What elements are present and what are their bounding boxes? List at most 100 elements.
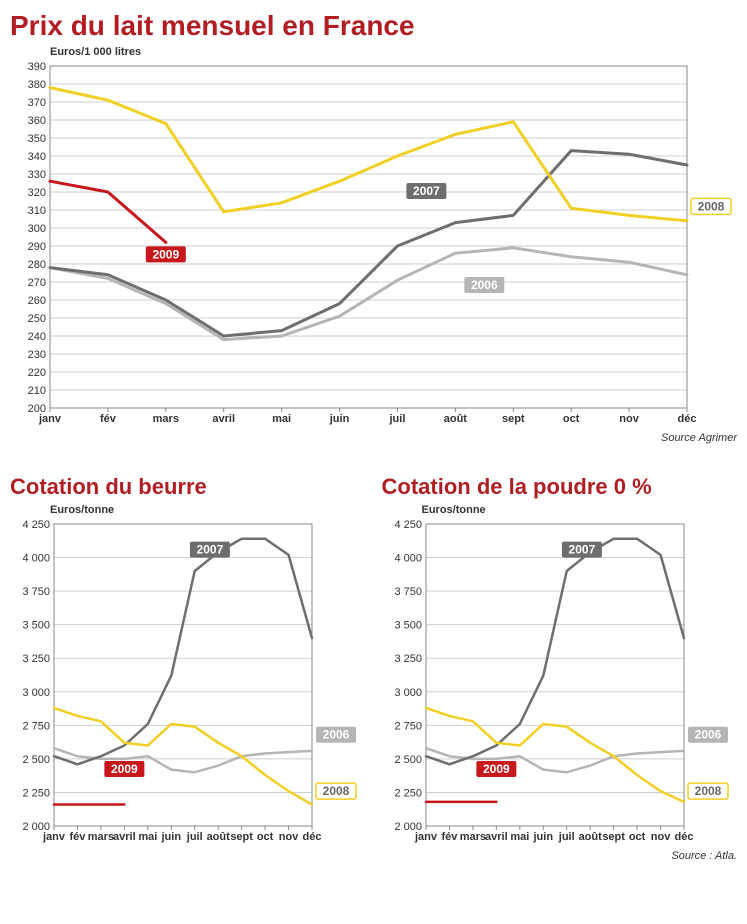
svg-text:2 750: 2 750 — [22, 720, 50, 732]
svg-text:2 750: 2 750 — [394, 720, 422, 732]
svg-text:mars: mars — [153, 413, 179, 425]
svg-text:sept: sept — [230, 831, 253, 843]
chart3-source: Source : Atla. — [382, 850, 738, 862]
chart3-ylabel: Euros/tonne — [422, 504, 738, 516]
svg-text:4 250: 4 250 — [394, 519, 422, 531]
chart2-title: Cotation du beurre — [10, 474, 366, 500]
chart3-svg: 2 0002 2502 5002 7503 0003 2503 5003 750… — [382, 518, 730, 848]
svg-text:août: août — [578, 831, 602, 843]
chart2-ylabel: Euros/tonne — [50, 504, 366, 516]
chart1-wrap: Euros/1 000 litres 200210220230240250260… — [10, 46, 737, 444]
svg-text:juin: juin — [160, 831, 181, 843]
svg-text:310: 310 — [28, 205, 46, 217]
svg-text:2006: 2006 — [471, 278, 498, 292]
svg-text:nov: nov — [279, 831, 299, 843]
svg-text:2008: 2008 — [694, 784, 721, 798]
svg-text:juil: juil — [557, 831, 574, 843]
svg-text:3 750: 3 750 — [394, 586, 422, 598]
svg-text:2006: 2006 — [694, 728, 721, 742]
svg-text:250: 250 — [28, 313, 46, 325]
svg-text:320: 320 — [28, 187, 46, 199]
svg-text:mars: mars — [88, 831, 114, 843]
svg-text:avril: avril — [485, 831, 508, 843]
svg-text:240: 240 — [28, 331, 46, 343]
svg-text:4 000: 4 000 — [394, 553, 422, 565]
chart3-col: Cotation de la poudre 0 % Euros/tonne 2 … — [382, 474, 738, 862]
svg-text:330: 330 — [28, 169, 46, 181]
svg-text:avril: avril — [212, 413, 235, 425]
svg-text:3 250: 3 250 — [394, 653, 422, 665]
svg-text:fév: fév — [441, 831, 458, 843]
svg-text:3 500: 3 500 — [394, 620, 422, 632]
chart3-title: Cotation de la poudre 0 % — [382, 474, 738, 500]
svg-text:oct: oct — [628, 831, 645, 843]
svg-text:nov: nov — [650, 831, 670, 843]
svg-text:fév: fév — [100, 413, 117, 425]
svg-text:360: 360 — [28, 115, 46, 127]
svg-text:230: 230 — [28, 349, 46, 361]
svg-text:janv: janv — [42, 831, 66, 843]
svg-text:nov: nov — [619, 413, 639, 425]
svg-text:2008: 2008 — [698, 199, 725, 213]
svg-text:4 250: 4 250 — [22, 519, 50, 531]
svg-text:avril: avril — [113, 831, 136, 843]
svg-text:oct: oct — [563, 413, 580, 425]
svg-text:3 500: 3 500 — [22, 620, 50, 632]
svg-text:juil: juil — [389, 413, 406, 425]
svg-text:déc: déc — [678, 413, 697, 425]
svg-text:2006: 2006 — [323, 728, 350, 742]
svg-text:déc: déc — [303, 831, 322, 843]
svg-text:2009: 2009 — [483, 762, 510, 776]
svg-text:210: 210 — [28, 385, 46, 397]
svg-text:2 500: 2 500 — [22, 754, 50, 766]
svg-text:2008: 2008 — [323, 784, 350, 798]
svg-text:2 500: 2 500 — [394, 754, 422, 766]
svg-text:sept: sept — [602, 831, 625, 843]
svg-text:390: 390 — [28, 61, 46, 73]
svg-text:2009: 2009 — [152, 247, 179, 261]
svg-text:août: août — [207, 831, 231, 843]
svg-text:2 250: 2 250 — [22, 787, 50, 799]
svg-text:350: 350 — [28, 133, 46, 145]
svg-text:mai: mai — [272, 413, 291, 425]
svg-text:août: août — [444, 413, 468, 425]
svg-text:300: 300 — [28, 223, 46, 235]
svg-text:juin: juin — [532, 831, 553, 843]
svg-text:260: 260 — [28, 295, 46, 307]
svg-text:juin: juin — [329, 413, 350, 425]
svg-text:3 250: 3 250 — [22, 653, 50, 665]
chart2-col: Cotation du beurre Euros/tonne 2 0002 25… — [10, 474, 366, 862]
chart1-svg: 2002102202302402502602702802903003103203… — [10, 60, 737, 430]
chart1-title: Prix du lait mensuel en France — [10, 10, 737, 42]
svg-text:3 750: 3 750 — [22, 586, 50, 598]
svg-text:380: 380 — [28, 79, 46, 91]
svg-text:4 000: 4 000 — [22, 553, 50, 565]
svg-text:oct: oct — [257, 831, 274, 843]
chart2-svg: 2 0002 2502 5002 7503 0003 2503 5003 750… — [10, 518, 358, 848]
svg-text:2 250: 2 250 — [394, 787, 422, 799]
svg-text:370: 370 — [28, 97, 46, 109]
row2: Cotation du beurre Euros/tonne 2 0002 25… — [10, 474, 737, 862]
svg-text:sept: sept — [502, 413, 525, 425]
svg-text:fév: fév — [70, 831, 87, 843]
svg-text:2007: 2007 — [197, 543, 224, 557]
svg-text:270: 270 — [28, 277, 46, 289]
svg-text:mars: mars — [459, 831, 485, 843]
svg-text:3 000: 3 000 — [22, 687, 50, 699]
svg-text:2007: 2007 — [568, 543, 595, 557]
chart1-source: Source Agrimer — [10, 432, 737, 444]
svg-text:280: 280 — [28, 259, 46, 271]
svg-text:mai: mai — [138, 831, 157, 843]
svg-text:janv: janv — [38, 413, 62, 425]
svg-text:mai: mai — [510, 831, 529, 843]
svg-text:340: 340 — [28, 151, 46, 163]
svg-text:déc: déc — [674, 831, 693, 843]
chart1-ylabel: Euros/1 000 litres — [50, 46, 737, 58]
svg-text:janv: janv — [413, 831, 437, 843]
svg-text:3 000: 3 000 — [394, 687, 422, 699]
svg-text:2007: 2007 — [413, 184, 440, 198]
svg-text:220: 220 — [28, 367, 46, 379]
svg-text:2009: 2009 — [111, 762, 138, 776]
svg-text:290: 290 — [28, 241, 46, 253]
svg-text:juil: juil — [186, 831, 203, 843]
